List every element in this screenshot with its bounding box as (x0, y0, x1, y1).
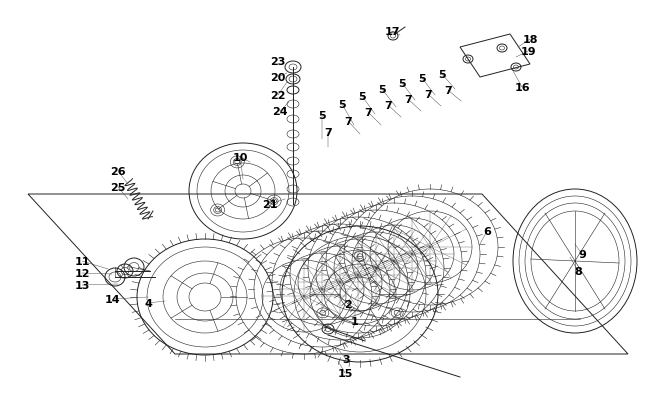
Text: 5: 5 (398, 79, 406, 89)
Text: 7: 7 (444, 86, 452, 96)
Text: 18: 18 (522, 35, 538, 45)
Text: 22: 22 (270, 91, 286, 101)
Text: 7: 7 (404, 95, 412, 105)
Text: 11: 11 (74, 256, 90, 266)
Text: 26: 26 (111, 166, 126, 177)
Text: 7: 7 (324, 128, 332, 138)
Text: 15: 15 (337, 368, 353, 378)
Text: 24: 24 (272, 107, 288, 117)
Text: 14: 14 (105, 294, 121, 304)
Text: 8: 8 (574, 266, 582, 276)
Text: 5: 5 (318, 111, 326, 121)
Text: 9: 9 (578, 249, 586, 259)
Text: 7: 7 (384, 101, 392, 111)
Text: 20: 20 (270, 73, 286, 83)
Text: 5: 5 (438, 70, 446, 80)
Text: 7: 7 (364, 108, 372, 118)
Text: 23: 23 (270, 57, 286, 67)
Text: 5: 5 (418, 74, 426, 84)
Text: 5: 5 (378, 85, 386, 95)
Text: 1: 1 (351, 316, 359, 326)
Text: 5: 5 (338, 100, 346, 110)
Text: 12: 12 (74, 269, 90, 278)
Text: 21: 21 (262, 200, 278, 209)
Text: 6: 6 (483, 226, 491, 237)
Text: 7: 7 (424, 90, 432, 100)
Text: 2: 2 (344, 299, 352, 309)
Text: 7: 7 (344, 117, 352, 127)
Text: 17: 17 (384, 27, 400, 37)
Text: 5: 5 (358, 92, 366, 102)
Text: 10: 10 (232, 153, 248, 162)
Text: 4: 4 (144, 298, 152, 308)
Text: 19: 19 (520, 47, 536, 57)
Text: 16: 16 (514, 83, 530, 93)
Text: 25: 25 (111, 183, 125, 192)
Text: 13: 13 (74, 280, 90, 290)
Text: 3: 3 (342, 354, 350, 364)
